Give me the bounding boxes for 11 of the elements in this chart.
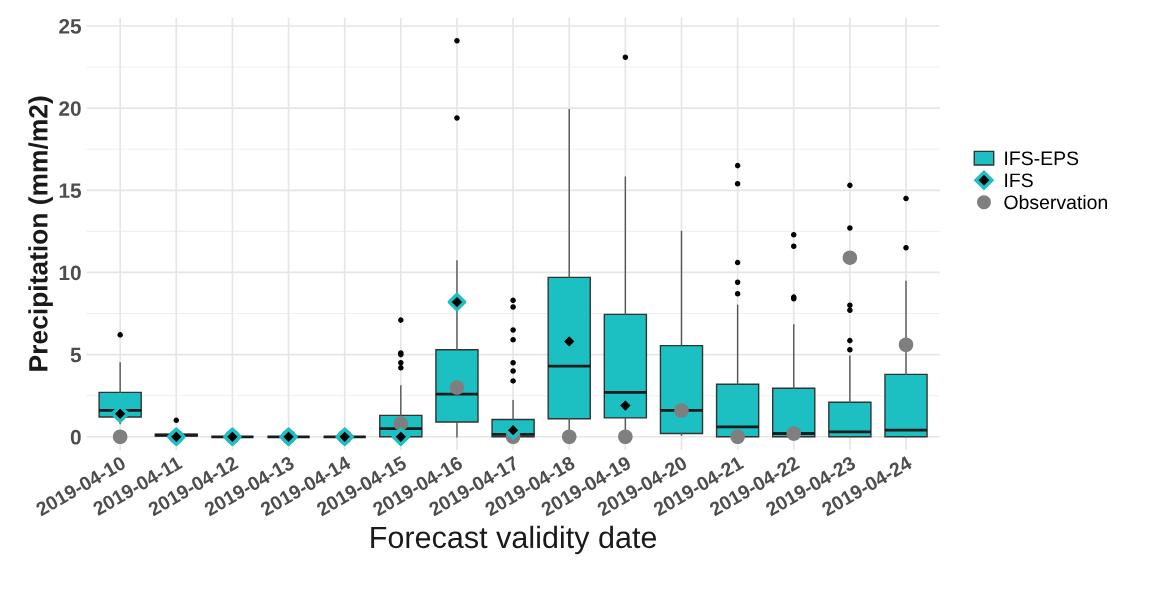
y-tick-label: 15 [59, 183, 82, 199]
y-tick-label: 25 [59, 18, 82, 34]
x-axis-title: Forecast validity date [371, 525, 657, 555]
y-tick-label: 10 [59, 265, 81, 281]
y-tick-label: 0 [70, 429, 81, 445]
y-tick-label: 20 [59, 101, 81, 116]
legend-label: IFS-EPS [1005, 151, 1079, 166]
legend-label: Observation [1004, 194, 1107, 210]
y-axis-title: Precipitation (mm/m2) [28, 96, 53, 371]
legend-label: IFS [1005, 173, 1033, 188]
y-tick-label: 5 [70, 347, 82, 363]
